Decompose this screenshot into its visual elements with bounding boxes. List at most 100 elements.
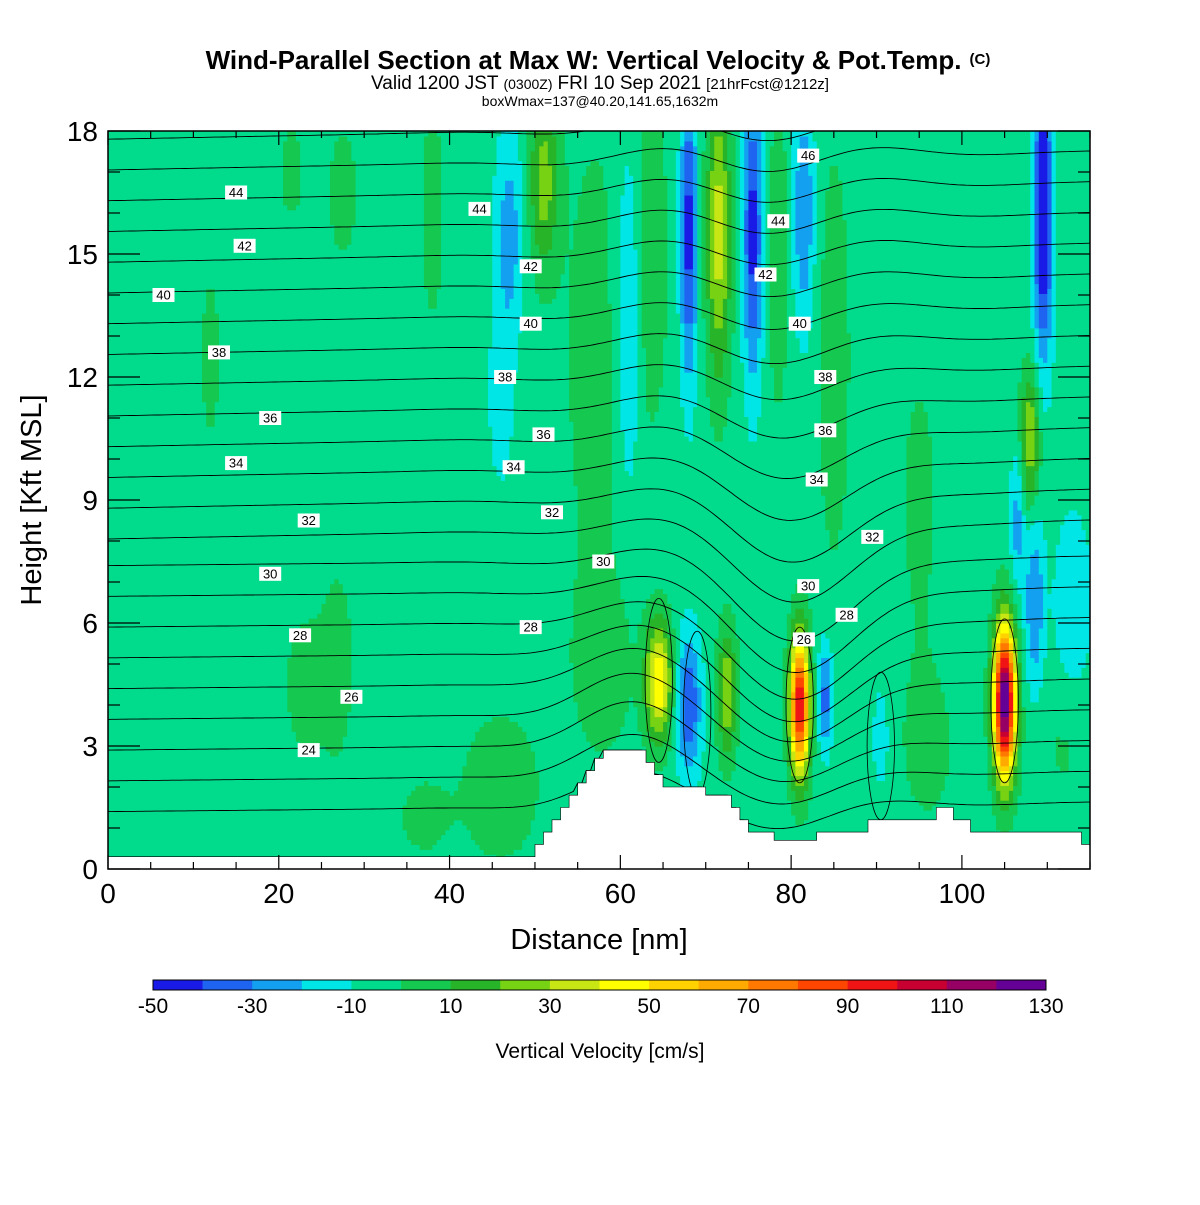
theta-contour	[108, 624, 1090, 723]
w-field-cell	[799, 785, 805, 801]
w-field-cell	[624, 165, 630, 472]
w-field-cell	[714, 278, 720, 329]
w-field-cell	[1034, 519, 1040, 550]
x-tick-label: 100	[939, 878, 986, 909]
w-field-cell	[441, 790, 446, 836]
w-field-cell	[1000, 716, 1006, 732]
colorbar-swatch	[599, 980, 650, 990]
w-field-cell	[765, 131, 771, 869]
w-field-cell	[799, 608, 805, 624]
theta-contour	[108, 488, 1090, 563]
theta-label: 46	[797, 148, 820, 163]
w-field-cell	[1034, 140, 1040, 285]
w-field-cell	[436, 288, 442, 786]
w-field-cell	[825, 131, 831, 191]
w-field-cell	[543, 219, 549, 255]
w-field-cell	[624, 618, 630, 713]
w-field-cell	[500, 131, 506, 201]
w-field-cell	[846, 332, 852, 383]
w-field-cell	[756, 416, 762, 869]
w-field-cell	[675, 150, 681, 314]
w-field-cell	[291, 131, 297, 211]
w-field-cell	[786, 647, 792, 673]
w-field-cell	[1004, 657, 1010, 668]
w-field-cell	[1004, 785, 1010, 801]
w-field-cell	[1000, 672, 1006, 683]
w-field-cell	[496, 716, 502, 860]
w-field-cell	[219, 131, 224, 869]
w-field-cell	[543, 303, 549, 869]
w-field-cell	[1043, 539, 1048, 659]
w-field-cell	[1038, 573, 1044, 629]
w-field-cell	[684, 140, 690, 196]
w-field-cell	[996, 131, 1001, 570]
theta-contour	[108, 647, 1090, 743]
w-field-cell	[1000, 657, 1006, 668]
w-field-cell	[821, 657, 826, 688]
w-field-cell	[701, 150, 707, 319]
w-field-cell	[1000, 770, 1006, 782]
w-field-cell	[1030, 465, 1036, 491]
w-field-cell	[727, 657, 732, 727]
w-field-cell	[650, 637, 656, 654]
w-field-cell	[283, 140, 288, 206]
w-field-cell	[193, 131, 199, 869]
w-field-cell	[1077, 131, 1083, 516]
w-field-cell	[701, 662, 707, 752]
w-field-cell	[411, 131, 417, 791]
w-field-cell	[855, 131, 861, 869]
w-field-cell	[411, 790, 417, 845]
w-field-cell	[778, 401, 784, 869]
w-field-cell	[1051, 362, 1057, 580]
w-field-cell	[351, 224, 357, 869]
y-tick-label: 18	[67, 116, 98, 147]
w-field-cell	[432, 131, 438, 309]
w-field-cell	[829, 652, 835, 747]
w-field-cell	[1034, 495, 1040, 521]
w-field-cell	[505, 465, 510, 718]
w-field-cell	[645, 131, 651, 413]
w-field-cell	[667, 603, 673, 639]
theta-label: 36	[259, 411, 282, 426]
w-field-cell	[556, 288, 562, 869]
w-field-cell	[564, 131, 570, 167]
theta-label-text: 44	[771, 214, 785, 229]
w-field-cell	[889, 131, 895, 869]
w-field-cell	[795, 721, 801, 732]
w-field-cell	[1064, 741, 1070, 772]
w-field-cell	[1025, 352, 1031, 383]
theta-label: 32	[297, 513, 320, 528]
w-field-cell	[752, 372, 758, 442]
w-field-cell	[663, 131, 668, 176]
w-field-cell	[492, 716, 498, 855]
w-field-cell	[347, 140, 352, 245]
w-field-cell	[142, 131, 148, 869]
w-field-cell	[769, 131, 775, 147]
w-field-cell	[650, 726, 656, 742]
w-field-cell	[325, 593, 331, 752]
w-field-cell	[1004, 736, 1010, 747]
w-field-cell	[445, 131, 451, 791]
w-field-cell	[1000, 785, 1006, 801]
w-field-cell	[825, 711, 831, 737]
w-field-cell	[786, 800, 792, 869]
w-field-cell	[718, 131, 724, 137]
w-field-cell	[718, 327, 724, 378]
colorbar-swatch	[351, 980, 402, 990]
w-field-cell	[991, 672, 997, 732]
w-field-cell	[991, 583, 997, 619]
w-field-cell	[308, 618, 314, 747]
w-field-cell	[710, 298, 715, 353]
theta-label: 40	[788, 316, 811, 331]
w-field-cell	[795, 623, 801, 634]
w-field-cell	[996, 568, 1001, 599]
w-field-cell	[667, 667, 673, 693]
w-field-cell	[1013, 652, 1019, 673]
w-field-cell	[957, 131, 963, 869]
w-field-cell	[1000, 765, 1006, 772]
w-field-cell	[688, 372, 694, 442]
w-field-cell	[688, 268, 694, 324]
w-field-cell	[932, 662, 937, 806]
w-field-cell	[799, 667, 805, 678]
